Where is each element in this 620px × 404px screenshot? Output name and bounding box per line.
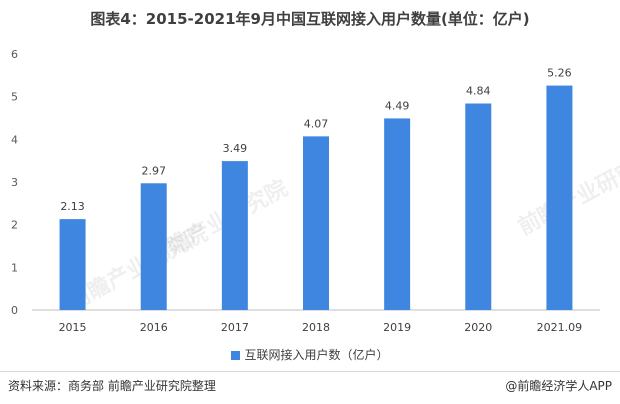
- brand-credit: @前瞻经济学人APP: [505, 379, 612, 393]
- x-axis: 2015 2016 2017 2018 2019 2020 2021.09: [32, 309, 600, 334]
- y-tick-label: 2: [11, 219, 18, 232]
- bar: [221, 161, 248, 310]
- y-tick-label: 0: [11, 304, 18, 317]
- y-tick-label: 1: [11, 261, 18, 274]
- chart-title: 图表4：2015-2021年9月中国互联网接入用户数量(单位：亿户): [90, 10, 530, 28]
- y-tick-label: 6: [11, 48, 18, 61]
- y-tick-label: 3: [11, 176, 18, 189]
- data-label: 4.07: [304, 117, 329, 130]
- bar: [140, 183, 167, 310]
- x-tick-label: 2015: [59, 321, 87, 334]
- y-tick-label: 4: [11, 133, 18, 146]
- bar: [465, 103, 492, 310]
- data-label: 2.13: [60, 200, 85, 213]
- data-label: 5.26: [547, 67, 572, 80]
- bar: [303, 136, 329, 310]
- y-axis: 0 1 2 3 4 5 6: [11, 48, 18, 317]
- y-tick-label: 5: [11, 91, 18, 104]
- x-tick-label: 2016: [140, 321, 168, 334]
- x-tick-label: 2018: [302, 321, 330, 334]
- bar: [59, 219, 86, 310]
- bar: [384, 118, 411, 310]
- legend-label: 互联网接入用户数（亿户）: [244, 348, 389, 362]
- x-tick-label: 2021.09: [537, 321, 583, 334]
- bars: 2.13 2.97 3.49 4.07 4.49 4.84 5.26: [59, 67, 573, 310]
- data-label: 4.49: [385, 99, 410, 112]
- footer-divider: [0, 371, 620, 372]
- data-label: 4.84: [466, 84, 491, 97]
- x-tick-label: 2020: [464, 321, 492, 334]
- legend: 互联网接入用户数（亿户）: [0, 346, 620, 363]
- bar: [546, 85, 573, 310]
- legend-swatch: [231, 351, 241, 360]
- source-note: 资料来源：商务部 前瞻产业研究院整理: [8, 379, 216, 393]
- data-label: 2.97: [141, 164, 166, 177]
- data-label: 3.49: [223, 142, 248, 155]
- x-tick-label: 2019: [383, 321, 411, 334]
- x-tick-label: 2017: [221, 321, 249, 334]
